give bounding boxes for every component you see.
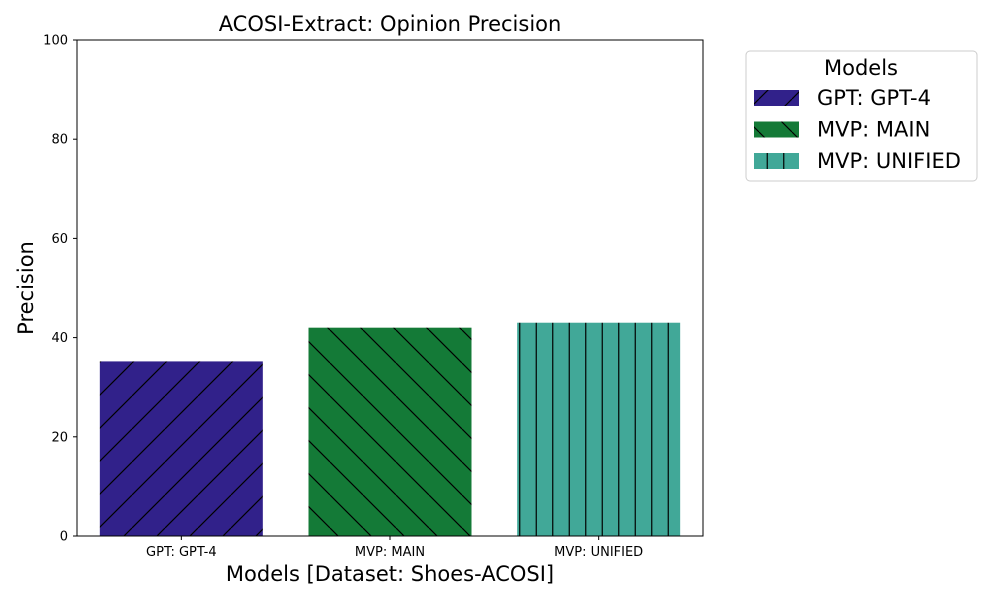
x-tick-label: GPT: GPT-4 [146, 545, 217, 560]
x-axis-label: Models [Dataset: Shoes-ACOSI] [226, 562, 554, 586]
bar-mvp-main [308, 327, 472, 536]
y-axis: 0 20 40 60 80 100 [43, 34, 77, 545]
x-tick-label: MVP: MAIN [355, 545, 425, 560]
x-tick-label: MVP: UNIFIED [554, 545, 643, 560]
y-tick-label: 0 [60, 530, 68, 545]
legend-frame [745, 50, 978, 182]
x-axis: GPT: GPT-4 MVP: MAIN MVP: UNIFIED [146, 536, 643, 560]
y-tick-label: 40 [51, 331, 68, 346]
legend-label: MVP: MAIN [817, 118, 930, 142]
plot-area [99, 322, 681, 536]
legend: Models GPT: GPT-4 MVP: MAIN MVP: UNIFIED [745, 50, 978, 182]
legend-label: MVP: UNIFIED [817, 149, 961, 173]
legend-label: GPT: GPT-4 [817, 86, 931, 110]
y-tick-label: 60 [51, 232, 68, 247]
legend-swatch [754, 121, 799, 138]
y-tick-label: 100 [43, 34, 68, 49]
legend-title: Models [824, 56, 898, 80]
y-tick-label: 80 [51, 133, 68, 148]
y-tick-label: 20 [51, 430, 68, 445]
bar-gpt-gpt-4 [99, 361, 263, 536]
chart-title: ACOSI-Extract: Opinion Precision [219, 12, 562, 36]
legend-swatch [754, 153, 799, 169]
y-axis-label: Precision [14, 241, 38, 335]
legend-swatch [754, 90, 799, 106]
bar-mvp-unified [517, 322, 681, 536]
